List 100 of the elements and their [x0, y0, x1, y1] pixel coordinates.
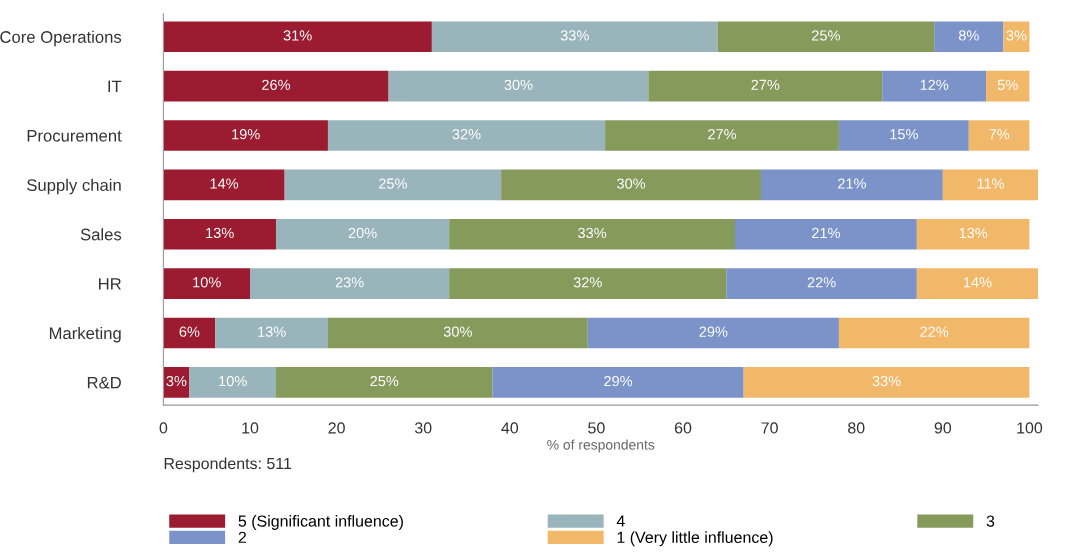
x-tick-label: 90: [934, 422, 952, 434]
bar: [587, 317, 839, 349]
y-tick-label: Core Operations: [0, 30, 122, 47]
data-label: 13%: [206, 227, 234, 239]
data-label: 14%: [210, 178, 239, 189]
data-label: 7%: [989, 129, 1010, 140]
bar: [734, 218, 917, 250]
bar: [760, 169, 943, 201]
data-label: 30%: [617, 178, 646, 189]
data-label: 30%: [504, 79, 533, 90]
bar: [163, 317, 216, 349]
data-label: 10%: [193, 277, 221, 288]
data-label: 15%: [890, 129, 918, 140]
data-label: 3%: [166, 375, 187, 387]
x-tick-label: 20: [328, 422, 345, 434]
data-label: 21%: [812, 227, 840, 239]
data-label: 27%: [751, 79, 780, 90]
bar: [916, 218, 1030, 250]
data-label: 23%: [335, 277, 364, 288]
bar: [327, 317, 588, 349]
bar: [838, 120, 969, 151]
data-label: 10%: [219, 375, 247, 387]
y-tick-label: IT: [108, 80, 122, 93]
data-label: 14%: [963, 277, 992, 288]
data-label: 20%: [348, 227, 377, 239]
y-tick-label: HR: [99, 278, 121, 290]
data-label: 3%: [1006, 30, 1027, 41]
data-label: 22%: [920, 326, 949, 337]
data-label: 29%: [604, 375, 633, 387]
data-label: 6%: [179, 326, 200, 337]
x-tick-label: 40: [501, 422, 519, 434]
data-label: 8%: [958, 30, 979, 41]
data-label: 33%: [578, 227, 607, 239]
x-tick-label: 50: [588, 422, 605, 434]
data-label: 26%: [262, 79, 291, 90]
legend-label: 3: [986, 515, 995, 527]
data-label: 25%: [812, 30, 840, 41]
bar: [726, 268, 917, 299]
data-label: 31%: [283, 30, 312, 41]
data-label: 13%: [258, 326, 286, 337]
y-tick-label: Marketing: [49, 326, 121, 343]
bar: [250, 268, 450, 299]
data-label: 25%: [379, 178, 407, 189]
data-label: 33%: [560, 30, 589, 41]
legend-label: 2: [238, 531, 246, 543]
data-label: 33%: [872, 375, 901, 387]
y-tick-label: Supply chain: [27, 178, 121, 195]
bar: [648, 70, 883, 102]
bar: [986, 70, 1030, 102]
x-tick-label: 10: [242, 422, 259, 434]
bar: [163, 120, 328, 151]
text: Respondents: 511: [164, 457, 292, 473]
bar: [743, 367, 1030, 398]
y-tick-label: Procurement: [27, 130, 122, 142]
legend-label: 5 (Significant influence): [238, 515, 403, 530]
data-label: 32%: [573, 277, 602, 288]
data-label: 25%: [370, 375, 399, 387]
x-tick-label: 100: [1017, 422, 1043, 434]
bar: [275, 218, 450, 250]
x-tick-label: 0: [159, 422, 168, 434]
bar: [189, 367, 276, 398]
bar: [934, 21, 1004, 53]
data-label: 13%: [959, 227, 988, 239]
bar: [968, 120, 1030, 151]
data-label: 30%: [443, 326, 472, 337]
bar: [838, 317, 1030, 349]
bar: [215, 317, 328, 349]
bar: [284, 169, 502, 201]
bar: [942, 169, 1039, 201]
bar: [275, 367, 493, 398]
data-label: 27%: [708, 129, 737, 140]
bar: [327, 120, 606, 151]
data-label: 21%: [838, 178, 866, 189]
bar: [163, 21, 432, 53]
bar: [163, 268, 251, 299]
bar: [163, 218, 276, 250]
bar: [449, 218, 735, 250]
bar: [882, 70, 987, 102]
bar: [501, 169, 761, 201]
bar: [431, 21, 718, 53]
bar: [916, 268, 1039, 299]
x-tick-label: 60: [674, 422, 692, 434]
legend-label: 1 (Very little influence): [617, 531, 773, 547]
bar: [388, 70, 649, 102]
data-label: 22%: [807, 277, 836, 288]
x-axis-title: % of respondents: [547, 439, 655, 453]
bar: [163, 169, 285, 201]
bar: [449, 268, 727, 299]
data-label: 5%: [997, 79, 1018, 90]
data-label: 29%: [699, 326, 728, 337]
y-tick-label: R&D: [87, 376, 121, 389]
y-tick-label: Sales: [80, 228, 122, 241]
x-tick-label: 70: [761, 422, 778, 434]
x-tick-label: 30: [414, 422, 432, 434]
data-label: 32%: [452, 129, 481, 140]
x-tick-label: 80: [848, 422, 865, 434]
bar: [1003, 21, 1030, 53]
bar: [605, 120, 839, 151]
bar: [492, 367, 744, 398]
legend-label: 4: [616, 515, 625, 527]
